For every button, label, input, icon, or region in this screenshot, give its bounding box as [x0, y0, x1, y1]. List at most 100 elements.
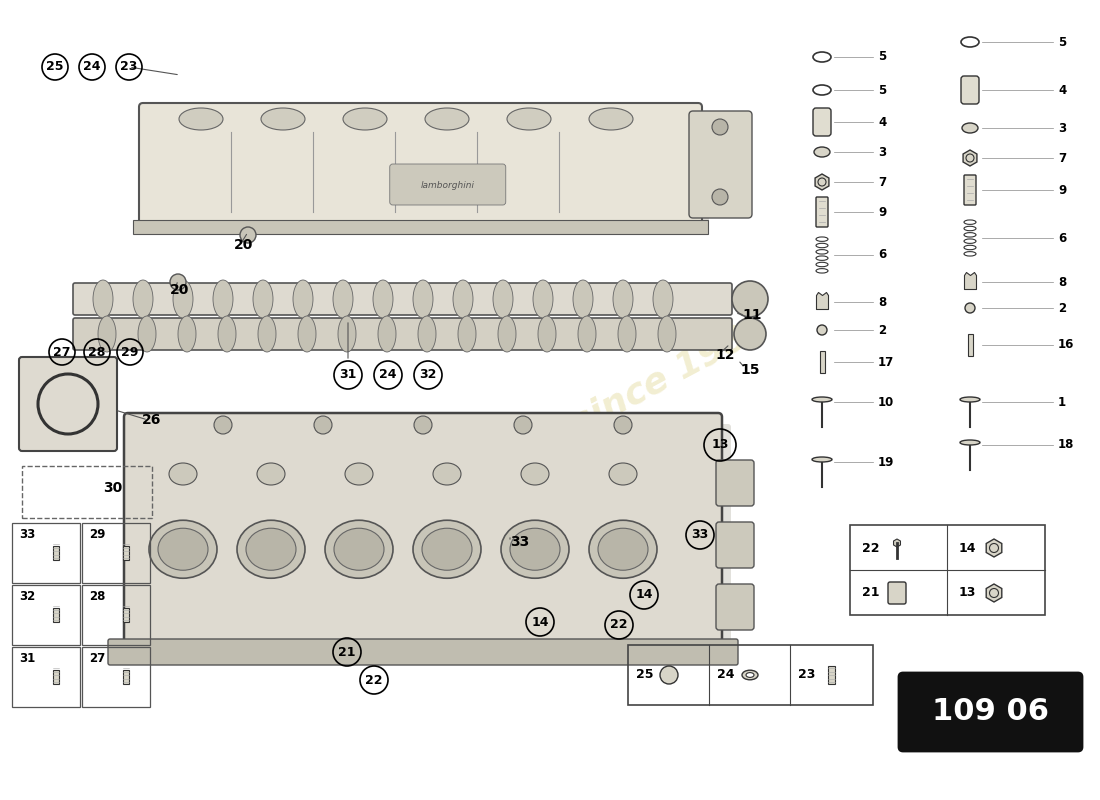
Text: 31: 31 [19, 653, 35, 666]
FancyBboxPatch shape [19, 357, 117, 451]
Bar [827, 666, 835, 684]
Text: 33: 33 [19, 529, 35, 542]
Text: 1: 1 [1058, 395, 1066, 409]
Ellipse shape [418, 316, 436, 352]
Ellipse shape [500, 520, 569, 578]
Bar [53, 670, 59, 684]
Circle shape [514, 416, 532, 434]
FancyBboxPatch shape [689, 111, 752, 218]
Ellipse shape [609, 463, 637, 485]
FancyBboxPatch shape [124, 413, 722, 649]
Ellipse shape [148, 520, 217, 578]
Text: 5: 5 [878, 50, 887, 63]
Circle shape [314, 416, 332, 434]
Text: 9: 9 [1058, 183, 1066, 197]
Ellipse shape [422, 528, 472, 570]
Bar [82, 647, 150, 707]
Text: 26: 26 [142, 413, 162, 427]
Ellipse shape [960, 440, 980, 445]
FancyBboxPatch shape [139, 103, 702, 226]
Text: 25: 25 [46, 61, 64, 74]
Ellipse shape [433, 463, 461, 485]
Text: 3: 3 [878, 146, 887, 158]
Ellipse shape [507, 108, 551, 130]
Text: 16: 16 [1058, 338, 1075, 351]
Text: 2: 2 [1058, 302, 1066, 314]
Text: lamborghini: lamborghini [420, 181, 475, 190]
Ellipse shape [534, 280, 553, 318]
Text: 14: 14 [959, 542, 977, 554]
FancyBboxPatch shape [108, 639, 738, 665]
Ellipse shape [258, 316, 276, 352]
Bar [22, 466, 152, 518]
Bar [12, 647, 80, 707]
Text: 33: 33 [510, 535, 529, 549]
Text: 31: 31 [339, 369, 356, 382]
Text: 30: 30 [103, 481, 122, 495]
Text: 21: 21 [339, 646, 355, 658]
FancyBboxPatch shape [961, 76, 979, 104]
FancyBboxPatch shape [716, 522, 754, 568]
Ellipse shape [578, 316, 596, 352]
Ellipse shape [812, 457, 832, 462]
Text: 24: 24 [717, 669, 735, 682]
Text: 4: 4 [878, 115, 887, 129]
Ellipse shape [298, 316, 316, 352]
Ellipse shape [179, 108, 223, 130]
Ellipse shape [169, 463, 197, 485]
Ellipse shape [538, 316, 556, 352]
Circle shape [170, 274, 186, 290]
Ellipse shape [812, 397, 832, 402]
Text: 17: 17 [878, 355, 894, 369]
Text: 7: 7 [1058, 151, 1066, 165]
Circle shape [614, 416, 632, 434]
Text: 5: 5 [1058, 35, 1066, 49]
Bar [850, 525, 1045, 615]
Ellipse shape [178, 316, 196, 352]
Text: 24: 24 [84, 61, 101, 74]
Text: classiccarparts since 1985: classiccarparts since 1985 [285, 309, 774, 591]
Text: 2: 2 [878, 323, 887, 337]
Text: 14: 14 [636, 589, 652, 602]
Text: 29: 29 [89, 529, 106, 542]
Ellipse shape [138, 316, 156, 352]
Ellipse shape [588, 108, 632, 130]
Text: 22: 22 [862, 542, 880, 554]
Bar [12, 523, 80, 583]
Polygon shape [815, 174, 829, 190]
Ellipse shape [453, 280, 473, 318]
Ellipse shape [498, 316, 516, 352]
Text: 15: 15 [740, 363, 759, 377]
Ellipse shape [458, 316, 476, 352]
Ellipse shape [493, 280, 513, 318]
Text: 8: 8 [878, 295, 887, 309]
FancyBboxPatch shape [148, 112, 710, 233]
Circle shape [240, 227, 256, 243]
Text: 28: 28 [88, 346, 106, 358]
Circle shape [712, 189, 728, 205]
FancyBboxPatch shape [73, 318, 732, 350]
Bar [53, 608, 59, 622]
Circle shape [712, 119, 728, 135]
Ellipse shape [521, 463, 549, 485]
Text: 28: 28 [89, 590, 106, 603]
Text: 23: 23 [120, 61, 138, 74]
FancyBboxPatch shape [816, 197, 828, 227]
Bar [53, 546, 59, 560]
Circle shape [732, 281, 768, 317]
Ellipse shape [333, 280, 353, 318]
Ellipse shape [261, 108, 305, 130]
Ellipse shape [293, 280, 314, 318]
Text: 33: 33 [692, 529, 708, 542]
Ellipse shape [257, 463, 285, 485]
Text: 8: 8 [1058, 275, 1066, 289]
Ellipse shape [960, 397, 980, 402]
FancyBboxPatch shape [888, 582, 906, 604]
Ellipse shape [573, 280, 593, 318]
FancyBboxPatch shape [964, 175, 976, 205]
FancyBboxPatch shape [716, 460, 754, 506]
Ellipse shape [962, 123, 978, 133]
Text: 9: 9 [878, 206, 887, 218]
Text: 5: 5 [878, 83, 887, 97]
Ellipse shape [324, 520, 393, 578]
